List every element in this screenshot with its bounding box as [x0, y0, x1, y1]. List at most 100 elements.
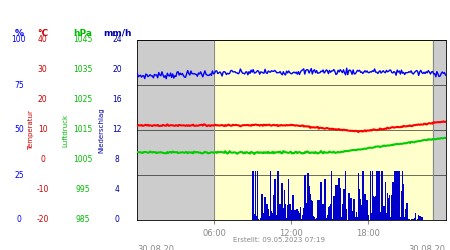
Bar [306, 203, 308, 220]
Bar [411, 219, 413, 220]
Text: mm/h: mm/h [103, 28, 131, 38]
Bar [406, 202, 408, 220]
Text: 12: 12 [112, 126, 122, 134]
Bar [331, 171, 333, 220]
Bar [346, 209, 347, 220]
Bar [392, 182, 394, 220]
Text: °C: °C [37, 28, 48, 38]
Bar [363, 214, 365, 220]
Bar [390, 216, 392, 220]
Bar [258, 219, 259, 220]
Text: 100: 100 [12, 36, 26, 44]
Bar [342, 204, 343, 220]
Bar [364, 194, 366, 220]
Bar [315, 219, 316, 220]
Bar [299, 213, 300, 220]
Bar [348, 193, 350, 220]
Bar [260, 218, 261, 220]
Bar [342, 189, 344, 220]
Bar [307, 173, 309, 220]
Bar [295, 210, 297, 220]
Bar [290, 210, 292, 220]
Bar [267, 209, 269, 220]
Text: 24: 24 [112, 36, 122, 44]
Text: 20: 20 [38, 96, 48, 104]
Bar [313, 216, 314, 220]
Bar [266, 219, 267, 220]
Bar [330, 204, 331, 220]
Bar [374, 197, 375, 220]
Bar [358, 174, 359, 220]
Bar [318, 200, 320, 220]
Bar [375, 196, 377, 220]
Text: 8: 8 [115, 156, 119, 164]
Bar [320, 182, 322, 220]
Bar [309, 194, 311, 220]
Bar [266, 204, 268, 220]
Bar [391, 194, 392, 220]
Bar [382, 218, 384, 220]
Bar [379, 212, 381, 220]
Bar [293, 210, 295, 220]
Bar [253, 214, 255, 220]
Bar [341, 217, 342, 220]
Text: 0: 0 [17, 216, 21, 224]
Bar [389, 195, 391, 220]
Bar [383, 206, 385, 220]
Text: Niederschlag: Niederschlag [98, 107, 104, 153]
Text: 4: 4 [115, 186, 119, 194]
Bar [405, 209, 406, 220]
Bar [283, 208, 284, 220]
Bar [288, 179, 289, 220]
Bar [338, 178, 340, 220]
Bar [350, 198, 352, 220]
Bar [396, 212, 398, 220]
Bar [366, 200, 368, 220]
Bar [417, 219, 419, 220]
Bar [263, 213, 265, 220]
Bar [418, 216, 419, 220]
Bar [338, 185, 339, 220]
Bar [421, 218, 423, 220]
Bar [365, 218, 367, 220]
Bar [333, 196, 335, 220]
Text: 10: 10 [38, 126, 48, 134]
Bar [377, 215, 378, 220]
Bar [355, 217, 356, 220]
Bar [385, 182, 386, 220]
Bar [404, 217, 405, 220]
Text: 25: 25 [14, 170, 24, 179]
Text: 50: 50 [14, 126, 24, 134]
Bar [286, 218, 288, 220]
Bar [324, 218, 325, 220]
Bar [380, 218, 382, 220]
Bar [303, 208, 305, 220]
Bar [274, 180, 275, 220]
Bar [386, 213, 387, 220]
Bar [322, 204, 324, 220]
Bar [373, 196, 374, 220]
Text: 16: 16 [112, 96, 122, 104]
Text: -20: -20 [36, 216, 49, 224]
Bar [339, 188, 341, 220]
Bar [214, 40, 432, 220]
Bar [261, 194, 263, 220]
Bar [325, 218, 327, 220]
Text: 75: 75 [14, 80, 24, 90]
Bar [359, 189, 360, 220]
Bar [264, 196, 266, 220]
Bar [332, 219, 333, 220]
Bar [432, 40, 446, 220]
Bar [360, 199, 361, 220]
Text: 1005: 1005 [73, 156, 93, 164]
Text: 985: 985 [76, 216, 90, 224]
Bar [278, 208, 280, 220]
Bar [414, 218, 415, 220]
Bar [300, 207, 302, 220]
Bar [137, 40, 214, 220]
Text: 0: 0 [40, 156, 45, 164]
Bar [393, 217, 395, 220]
Bar [297, 212, 299, 220]
Text: 30.08.20: 30.08.20 [137, 245, 174, 250]
Text: 0: 0 [115, 216, 119, 224]
